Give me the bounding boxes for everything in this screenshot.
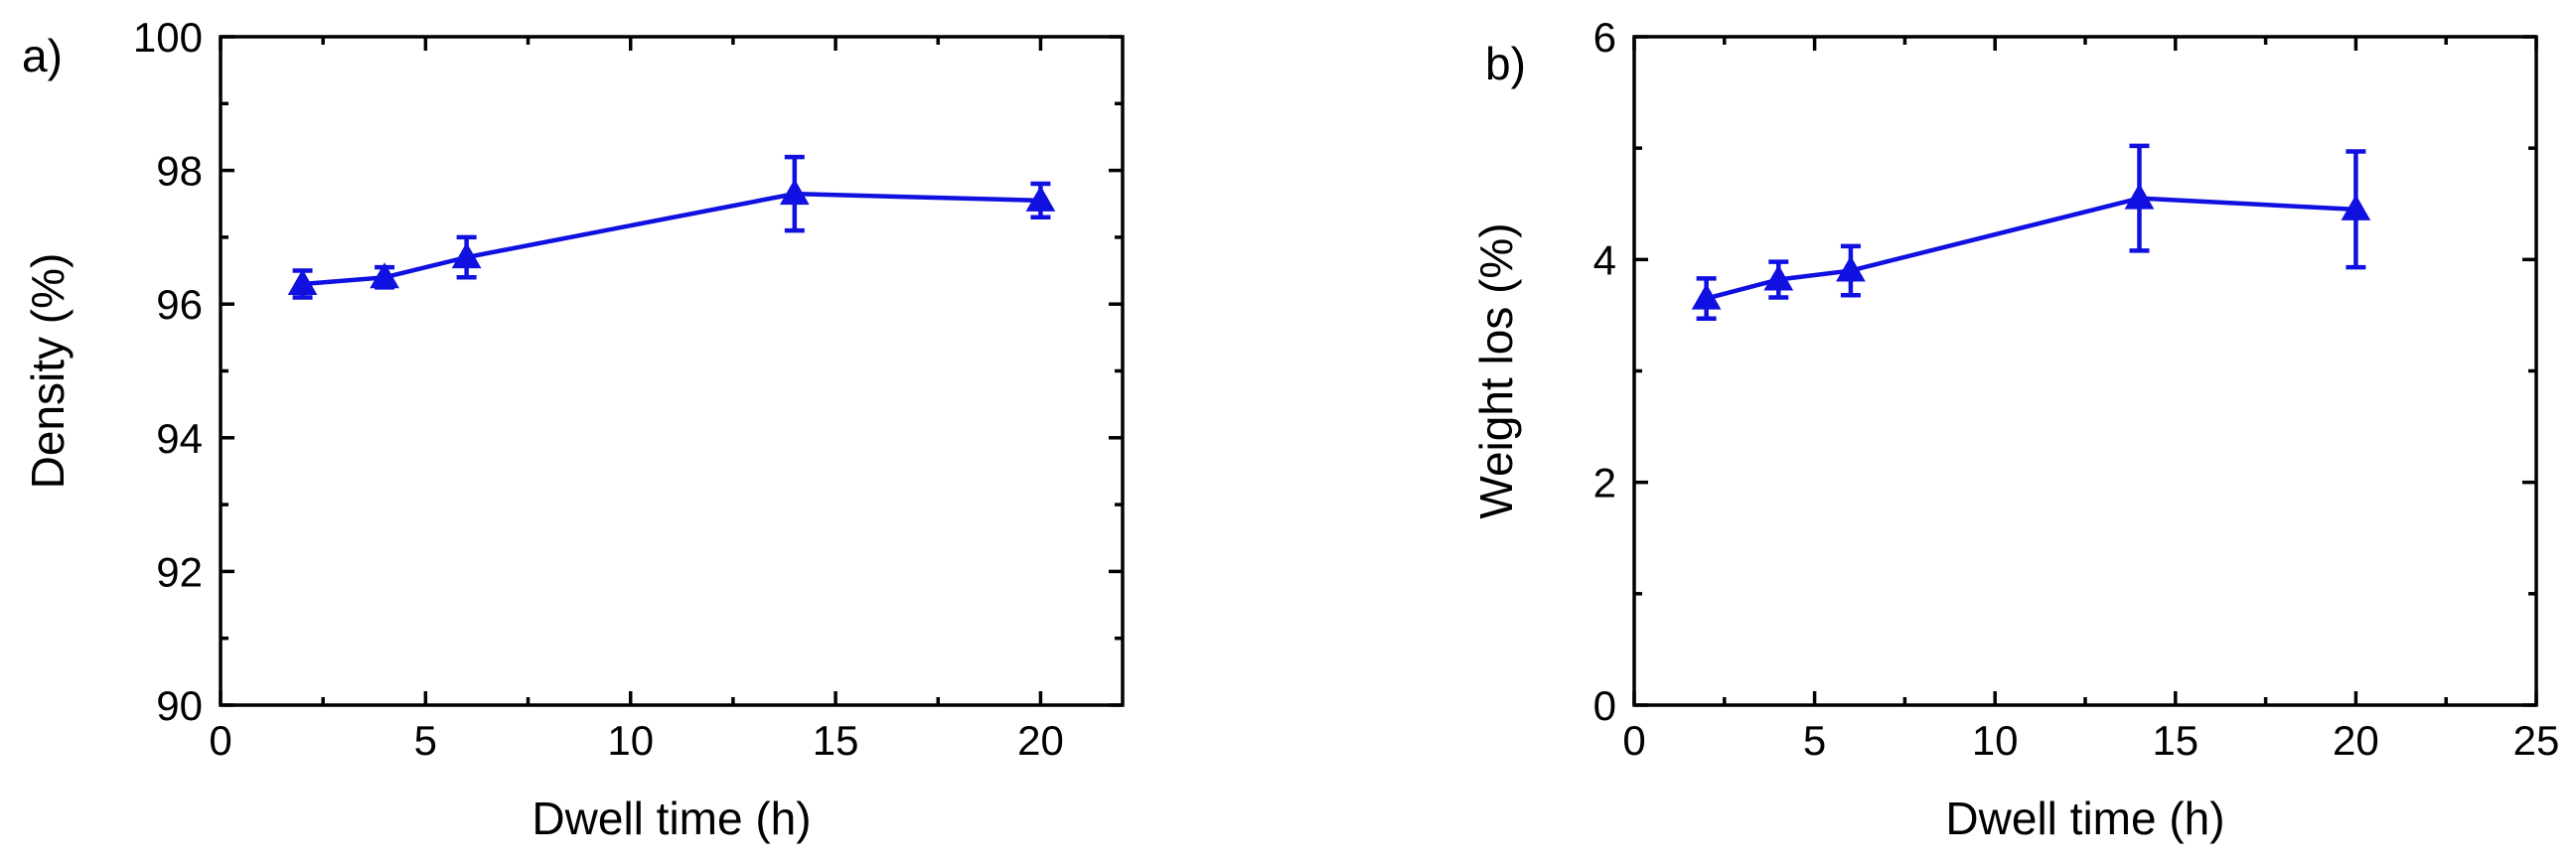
data-point-marker — [1836, 255, 1866, 282]
data-point-marker — [1025, 185, 1056, 212]
x-tick-label: 20 — [1017, 717, 1064, 764]
x-tick-label: 15 — [813, 717, 859, 764]
x-tick-label: 5 — [1803, 717, 1826, 764]
y-tick-label: 96 — [156, 281, 203, 328]
series-line — [1706, 196, 2356, 301]
y-tick-label: 100 — [133, 14, 203, 61]
data-point-marker — [1763, 264, 1794, 291]
plot-frame — [219, 35, 1125, 707]
data-point-marker — [370, 262, 399, 289]
y-axis-label: Weight los (%) — [1470, 222, 1522, 518]
data-point-marker — [451, 242, 482, 269]
data-point-marker — [2124, 183, 2155, 210]
data-point-marker — [779, 179, 810, 206]
x-tick-label: 5 — [414, 717, 437, 764]
x-tick-label: 10 — [607, 717, 654, 764]
y-tick-label: 94 — [156, 415, 203, 462]
series-line — [302, 191, 1041, 287]
y-tick-label: 90 — [156, 682, 203, 729]
y-tick-label: 92 — [156, 548, 203, 595]
panel-b: 0 5 10 15 20 25 0 2 4 6 Dwell time (h) Weight los (… — [1470, 14, 2559, 844]
y-tick-label: 0 — [1593, 682, 1616, 729]
panel-a: 0 5 10 15 20 90 92 94 96 98 100 Dwell time (h) Densi… — [22, 14, 1125, 844]
x-tick-label: 10 — [1972, 717, 2019, 764]
panel-label: a) — [22, 30, 63, 81]
x-tick-label: 15 — [2152, 717, 2198, 764]
y-tick-label: 98 — [156, 148, 203, 195]
x-tick-label: 20 — [2333, 717, 2379, 764]
y-tick-label: 6 — [1593, 14, 1616, 61]
y-tick-label: 4 — [1593, 236, 1616, 283]
data-point-marker — [287, 269, 318, 296]
data-point-marker — [2341, 194, 2371, 220]
x-axis-label: Dwell time (h) — [531, 793, 811, 844]
x-tick-label: 25 — [2513, 717, 2560, 764]
x-tick-label: 0 — [1622, 717, 1645, 764]
x-tick-label: 0 — [209, 717, 231, 764]
plot-frame — [1632, 35, 2538, 707]
x-axis-label: Dwell time (h) — [1945, 793, 2224, 844]
data-point-marker — [1691, 283, 1722, 310]
y-tick-label: 2 — [1593, 460, 1616, 506]
panel-label: b) — [1485, 38, 1526, 89]
y-axis-label: Density (%) — [22, 253, 74, 490]
